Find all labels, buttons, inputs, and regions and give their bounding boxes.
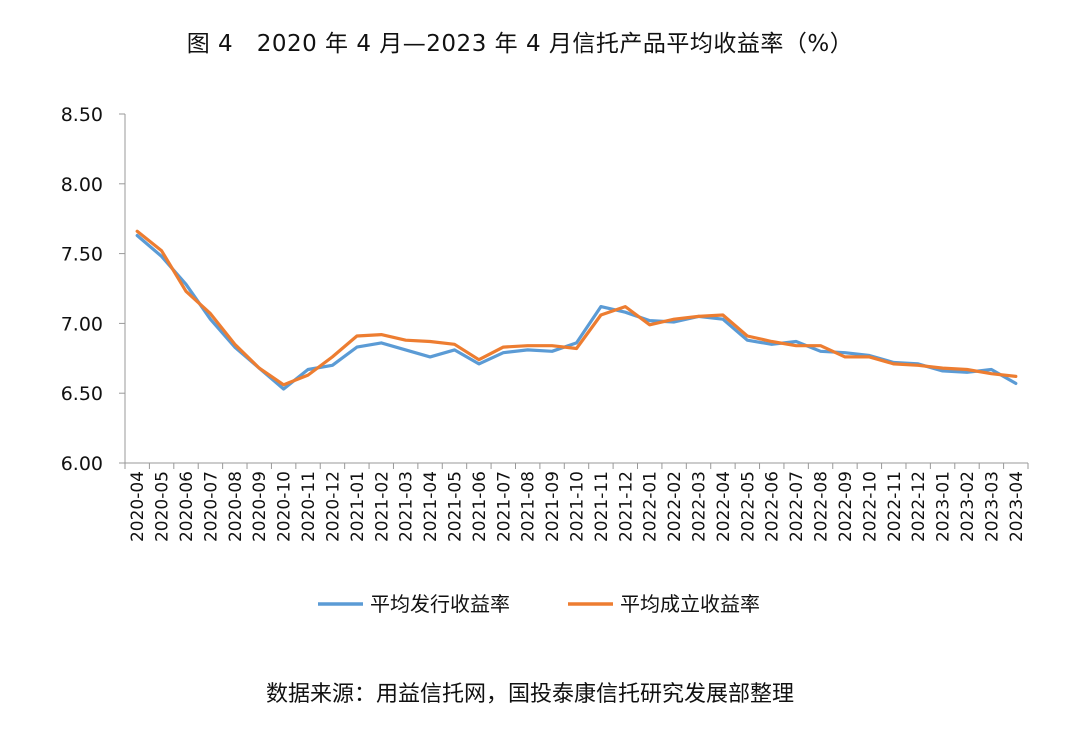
x-tick-label: 2021-04 [421,471,441,542]
x-tick-label: 2021-09 [543,471,563,542]
x-tick-label: 2021-03 [397,471,417,542]
y-axis-ticks: 8.50 8.00 7.50 7.00 6.50 6.00 [61,104,125,475]
series-line-2 [135,229,1018,387]
legend: 平均发行收益率 平均成立收益率 [318,592,760,616]
x-tick-label: 2022-05 [738,471,758,542]
x-tick-label: 2022-10 [860,471,880,542]
y-tick-label: 7.50 [61,244,103,266]
data-source-note: 数据来源：用益信托网，国投泰康信托研究发展部整理 [265,682,794,707]
x-tick-label: 2023-01 [934,471,954,542]
x-tick-label: 2022-02 [665,471,685,542]
x-tick-label: 2020-11 [299,471,319,542]
chart-title: 图 4 2020 年 4 月—2023 年 4 月信托产品平均收益率（%） [186,31,854,57]
x-tick-label: 2021-10 [568,471,588,542]
x-tick-label: 2022-06 [763,471,783,542]
chart-axes [124,114,1028,464]
x-tick-label: 2020-09 [250,471,270,542]
x-tick-label: 2020-10 [275,471,295,542]
x-tick-label: 2022-11 [885,471,905,542]
x-tick-label: 2020-06 [177,471,197,542]
x-tick-label: 2022-12 [909,471,929,542]
x-tick-label: 2021-06 [470,471,490,542]
x-tick-label: 2020-05 [153,471,173,542]
x-tick-label: 2021-08 [519,471,539,542]
x-tick-label: 2022-09 [836,471,856,542]
x-tick-label: 2022-03 [690,471,710,542]
x-tick-label: 2020-04 [128,471,148,542]
x-tick-label: 2022-04 [714,471,734,542]
x-tick-label: 2022-08 [812,471,832,542]
x-tick-label: 2022-07 [787,471,807,542]
legend-label-2: 平均成立收益率 [620,592,760,616]
y-tick-label: 7.00 [61,313,103,335]
x-tick-label: 2021-07 [494,471,514,542]
y-tick-label: 8.00 [61,174,103,196]
x-axis-ticks: 2020-04 2020-05 2020-06 2020-07 2020-08 2020-… [124,463,1029,542]
x-tick-label: 2021-12 [616,471,636,542]
legend-label-1: 平均发行收益率 [370,592,510,616]
x-tick-label: 2021-02 [372,471,392,542]
x-tick-label: 2020-12 [323,471,343,542]
x-tick-label: 2020-07 [201,471,221,542]
y-tick-label: 6.00 [61,453,103,475]
x-tick-label: 2020-08 [226,471,246,542]
x-tick-label: 2023-03 [982,471,1002,542]
y-tick-label: 8.50 [61,104,103,126]
x-tick-label: 2021-05 [445,471,465,542]
series-lines [135,229,1018,391]
x-tick-label: 2021-11 [592,471,612,542]
series-line-1 [135,233,1018,391]
x-tick-label: 2022-01 [641,471,661,542]
x-tick-label: 2023-02 [958,471,978,542]
y-tick-label: 6.50 [61,383,103,405]
x-tick-label: 2021-01 [348,471,368,542]
x-tick-label: 2023-04 [1007,471,1027,542]
